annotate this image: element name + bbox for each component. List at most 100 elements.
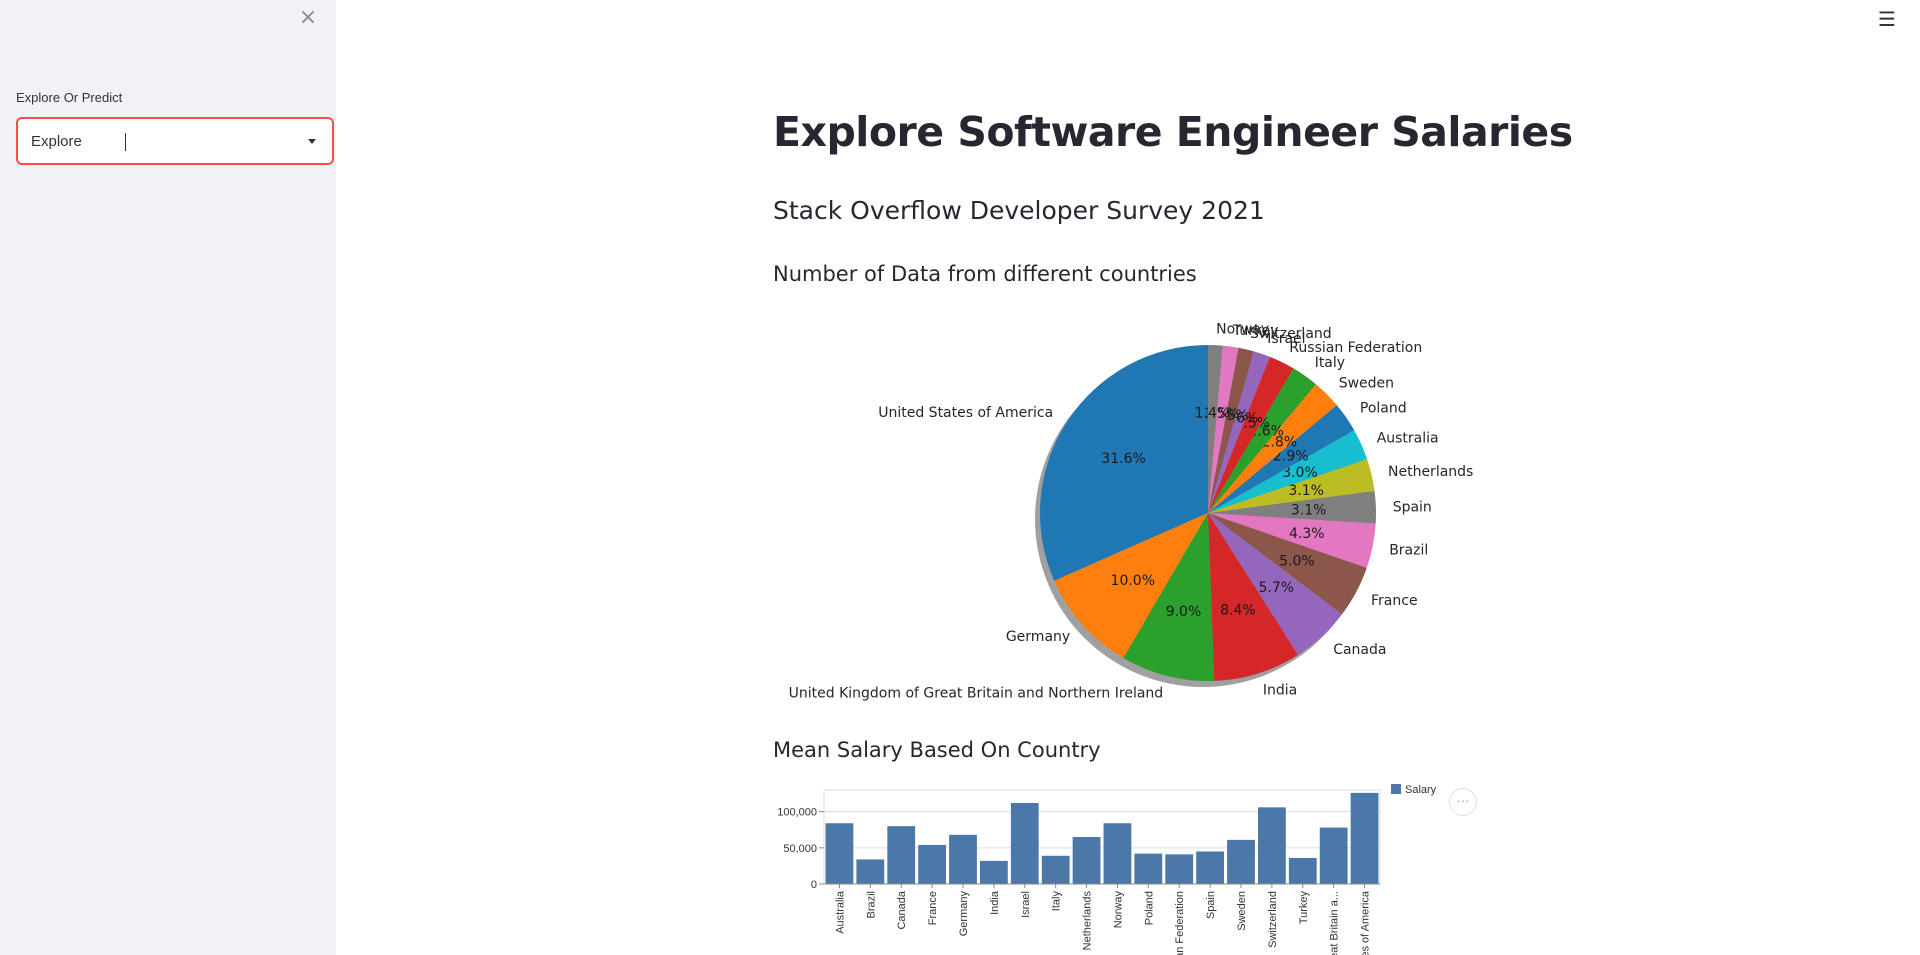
pie-slice bbox=[1208, 513, 1299, 681]
bar bbox=[856, 859, 885, 884]
pie-slice bbox=[1208, 347, 1254, 513]
x-tick-label: Australia bbox=[834, 890, 846, 934]
pie-slice-percent: 8.4% bbox=[1220, 602, 1256, 618]
pie-slice bbox=[1208, 430, 1368, 513]
pie-slice-label: Sweden bbox=[1339, 375, 1394, 391]
pie-slice bbox=[1208, 490, 1377, 524]
bar bbox=[1103, 823, 1132, 884]
x-tick-label: Sweden bbox=[1236, 891, 1248, 931]
bar bbox=[1196, 851, 1225, 884]
chevron-down-icon[interactable] bbox=[308, 139, 316, 144]
bar-chart-legend: Salary bbox=[1391, 784, 1436, 796]
pie-slice bbox=[1208, 368, 1316, 513]
y-tick-label: 100,000 bbox=[777, 807, 817, 819]
x-tick-label: ian Federation bbox=[1174, 891, 1186, 955]
pie-slice bbox=[1208, 345, 1239, 513]
pie-slice-label: Netherlands bbox=[1388, 464, 1473, 480]
pie-slice-label: Germany bbox=[1006, 629, 1070, 645]
bar bbox=[1257, 807, 1286, 884]
pie-slice-percent: 2.8% bbox=[1262, 435, 1298, 451]
x-tick-label: Poland bbox=[1143, 891, 1155, 925]
bar bbox=[1319, 827, 1348, 884]
pie-slice-label: France bbox=[1371, 593, 1418, 609]
close-icon[interactable]: × bbox=[298, 5, 318, 30]
legend-swatch bbox=[1391, 784, 1401, 794]
x-tick-label: India bbox=[989, 890, 1001, 915]
pie-slice bbox=[1054, 513, 1208, 659]
pie-slice-percent: 31.6% bbox=[1101, 451, 1145, 467]
pie-chart: 31.6% United States of America 10.0% German… bbox=[789, 321, 1474, 701]
explore-predict-select[interactable]: Explore bbox=[16, 117, 334, 165]
x-tick-label: Israel bbox=[1020, 891, 1032, 918]
x-tick-label: Brazil bbox=[865, 891, 877, 919]
pie-slice-percent: 5.7% bbox=[1259, 580, 1295, 596]
pie-slice-label: Spain bbox=[1393, 500, 1432, 516]
x-tick-label: Netherlands bbox=[1082, 891, 1094, 951]
pie-slice-percent: 3.0% bbox=[1282, 465, 1318, 481]
x-tick-label: Switzerland bbox=[1267, 891, 1279, 948]
pie-slice bbox=[1208, 513, 1376, 568]
pie-slice-label: Israel bbox=[1267, 331, 1305, 347]
select-label: Explore Or Predict bbox=[16, 90, 123, 105]
pie-slice-percent: 10.0% bbox=[1111, 573, 1155, 589]
bar bbox=[979, 860, 1008, 884]
pie-slice-percent: 3.1% bbox=[1288, 483, 1324, 499]
pie-chart-heading: Number of Data from different countries bbox=[773, 262, 1197, 286]
bar bbox=[918, 844, 947, 884]
pie-slice-label: Italy bbox=[1315, 355, 1345, 371]
bar bbox=[1010, 803, 1039, 884]
pie-slice-label: Australia bbox=[1377, 431, 1439, 447]
pie-slice-label: Russian Federation bbox=[1289, 340, 1422, 356]
select-value: Explore bbox=[31, 133, 82, 150]
pie-slice bbox=[1123, 513, 1215, 681]
pie-slice-label: Switzerland bbox=[1250, 326, 1332, 342]
x-tick-label: eat Britain a... bbox=[1329, 891, 1341, 955]
bar bbox=[1072, 837, 1101, 884]
bar bbox=[1041, 855, 1070, 884]
pie-slice-label: United States of America bbox=[878, 405, 1053, 421]
pie-slice-percent: 1.4% bbox=[1195, 405, 1231, 421]
bar bbox=[1288, 857, 1317, 884]
pie-slice-label: United Kingdom of Great Britain and Nort… bbox=[789, 685, 1164, 701]
bar bbox=[887, 826, 916, 884]
pie-slice bbox=[1208, 356, 1294, 513]
x-tick-label: tes of America bbox=[1360, 890, 1372, 955]
bar bbox=[1134, 853, 1163, 884]
bar bbox=[949, 834, 977, 884]
bar bbox=[1227, 839, 1255, 884]
pie-slice bbox=[1208, 384, 1337, 513]
pie-slice bbox=[1208, 345, 1223, 513]
pie-slice-percent: 5.0% bbox=[1279, 553, 1315, 569]
pie-slice bbox=[1039, 345, 1208, 581]
pie-slice-label: Turkey bbox=[1232, 323, 1279, 339]
sidebar: × Explore Or Predict Explore bbox=[0, 0, 336, 955]
pie-slice bbox=[1208, 351, 1270, 513]
x-tick-label: Spain bbox=[1205, 891, 1217, 919]
pie-slice bbox=[1208, 459, 1375, 513]
page-title: Explore Software Engineer Salaries bbox=[773, 108, 1573, 156]
x-tick-label: France bbox=[927, 891, 939, 925]
pie-slice-label: India bbox=[1263, 683, 1297, 699]
x-tick-label: Canada bbox=[896, 890, 908, 929]
pie-slice-percent: 4.3% bbox=[1289, 526, 1325, 542]
pie-slice bbox=[1208, 513, 1367, 615]
bar-chart: 0 50,000 100,000 Australia Brazil Canada Franc… bbox=[777, 789, 1381, 955]
bar bbox=[1165, 854, 1194, 884]
bar-chart-heading: Mean Salary Based On Country bbox=[773, 738, 1101, 762]
page-subtitle: Stack Overflow Developer Survey 2021 bbox=[773, 196, 1265, 225]
chart-actions-button[interactable]: ··· bbox=[1449, 788, 1477, 816]
hamburger-menu-icon[interactable]: ☰ bbox=[1878, 7, 1896, 31]
x-tick-label: Italy bbox=[1051, 891, 1063, 912]
x-tick-label: Turkey bbox=[1298, 891, 1310, 925]
pie-slice bbox=[1208, 513, 1343, 655]
pie-slice-percent: 3.1% bbox=[1291, 503, 1327, 519]
bar bbox=[1350, 792, 1379, 884]
x-tick-label: Norway bbox=[1112, 891, 1124, 929]
y-tick-label: 50,000 bbox=[783, 843, 817, 855]
pie-slice-label: Canada bbox=[1333, 642, 1386, 658]
pie-slice-label: Poland bbox=[1360, 401, 1407, 417]
pie-slice-label: Brazil bbox=[1389, 542, 1428, 558]
pie-slice-label: Norway bbox=[1216, 321, 1269, 337]
x-tick-label: Germany bbox=[958, 891, 970, 937]
text-cursor bbox=[125, 133, 126, 151]
